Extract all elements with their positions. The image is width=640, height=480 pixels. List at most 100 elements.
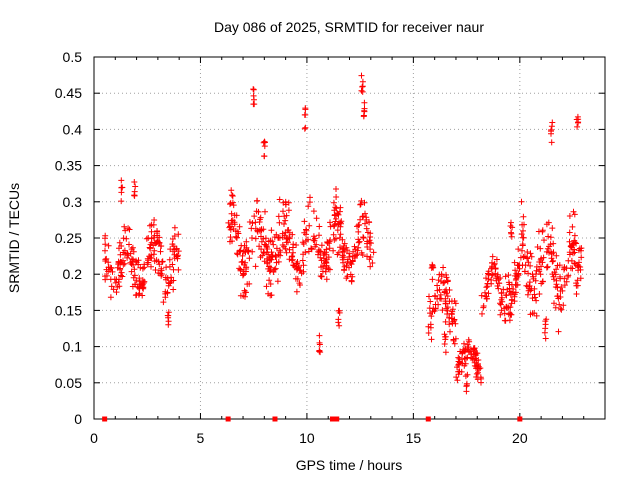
data-point [229, 192, 235, 199]
data-point [300, 268, 307, 275]
data-point [566, 249, 573, 256]
y-tick-label: 0.1 [63, 339, 83, 355]
data-point [531, 310, 538, 317]
data-point [525, 259, 532, 266]
data-point [574, 113, 581, 120]
data-point [474, 362, 481, 369]
data-point [519, 247, 525, 254]
data-point [440, 280, 447, 286]
data-point [560, 302, 567, 309]
data-point [444, 278, 451, 285]
data-point [125, 252, 132, 259]
data-point [359, 252, 366, 258]
data-point [332, 204, 339, 211]
data-point [276, 196, 283, 203]
data-point [275, 234, 281, 241]
data-point [335, 319, 342, 326]
data-point [335, 221, 342, 228]
data-point [577, 266, 584, 273]
data-point [140, 285, 147, 292]
data-point [238, 259, 245, 266]
data-point [286, 256, 293, 263]
data-point [536, 291, 543, 297]
data-point [542, 335, 549, 342]
data-point [243, 238, 250, 245]
data-point [283, 249, 290, 256]
data-point [261, 139, 268, 146]
data-point [289, 244, 296, 251]
data-point [489, 259, 495, 266]
data-point [561, 282, 568, 289]
data-point [165, 309, 172, 316]
data-point [529, 295, 536, 302]
data-point [515, 272, 522, 279]
data-point [250, 92, 257, 99]
data-point [545, 233, 552, 240]
data-point [252, 219, 259, 226]
data-point [533, 297, 540, 304]
data-point [511, 259, 518, 266]
data-point [539, 278, 546, 285]
data-point [237, 266, 244, 273]
data-point [521, 253, 528, 260]
data-point [277, 252, 284, 259]
data-point [307, 194, 313, 201]
data-point [573, 116, 580, 123]
data-point [246, 219, 253, 225]
data-point [293, 242, 300, 248]
data-point [333, 194, 340, 200]
data-point [252, 263, 259, 270]
data-point [346, 250, 353, 257]
data-point [243, 244, 250, 251]
data-point [133, 259, 140, 266]
data-point [302, 124, 309, 131]
data-point [313, 215, 320, 222]
data-point [470, 346, 477, 353]
data-point [477, 374, 484, 381]
data-point [452, 335, 459, 342]
y-tick-label: 0.15 [55, 302, 82, 318]
data-point [435, 301, 442, 308]
data-point [343, 275, 350, 282]
data-point [532, 294, 539, 301]
data-point [228, 187, 235, 194]
data-point [508, 219, 514, 226]
data-point [305, 236, 311, 243]
zero-point [272, 416, 278, 422]
data-point [542, 325, 549, 332]
data-point [370, 249, 377, 256]
data-point [454, 364, 460, 371]
data-point [478, 292, 485, 299]
data-point [234, 234, 240, 241]
data-point [427, 298, 434, 305]
data-point [459, 349, 466, 356]
data-point [289, 256, 296, 263]
data-point [237, 247, 244, 254]
data-point [108, 283, 115, 290]
data-point [121, 260, 128, 267]
data-point [446, 298, 453, 305]
data-point [275, 258, 282, 265]
data-point [313, 241, 320, 248]
data-point [311, 237, 318, 244]
data-point [428, 265, 435, 271]
data-point [495, 285, 502, 292]
data-point [156, 261, 163, 268]
data-point [348, 261, 355, 268]
data-point [308, 245, 315, 252]
x-tick-label: 10 [299, 430, 315, 446]
data-point [493, 256, 500, 263]
data-point [269, 238, 276, 245]
data-point [251, 213, 258, 220]
data-point [170, 243, 177, 250]
data-point [575, 119, 582, 126]
data-point [141, 264, 148, 271]
data-point [165, 321, 172, 328]
data-point [519, 242, 526, 249]
data-point [148, 228, 155, 235]
data-point [271, 234, 278, 241]
data-point [251, 101, 258, 108]
data-point [228, 210, 235, 217]
data-point [118, 198, 125, 205]
data-point [503, 292, 510, 299]
